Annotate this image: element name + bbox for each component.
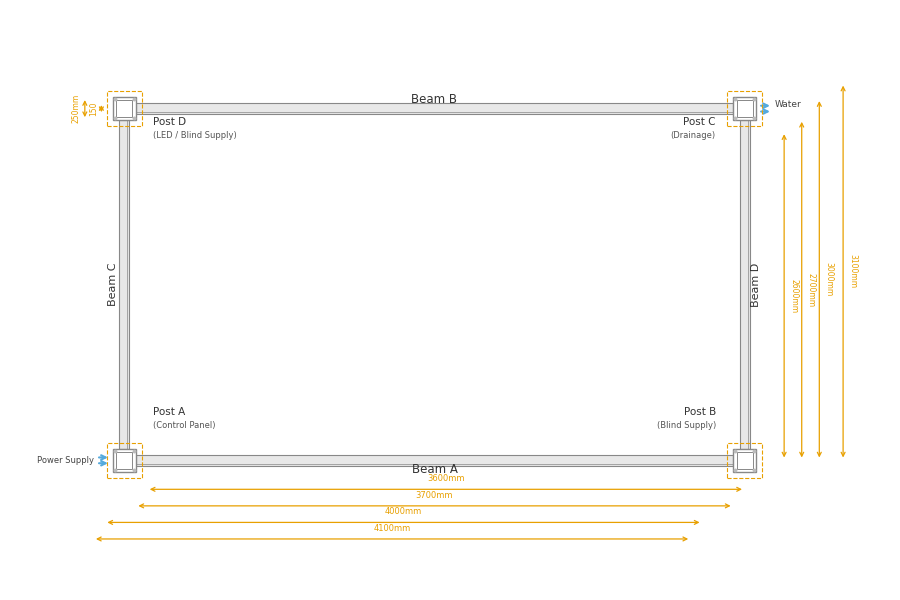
Bar xyxy=(106,91,141,126)
Text: Beam B: Beam B xyxy=(411,92,457,106)
Text: Post D: Post D xyxy=(153,117,186,127)
Bar xyxy=(734,97,756,120)
Text: 3600mm: 3600mm xyxy=(428,474,464,483)
Text: Beam D: Beam D xyxy=(752,262,761,307)
Bar xyxy=(734,449,756,472)
Text: Beam A: Beam A xyxy=(411,463,457,476)
Text: 3700mm: 3700mm xyxy=(416,491,454,500)
Bar xyxy=(736,452,753,469)
Bar xyxy=(736,100,753,117)
Bar xyxy=(740,120,750,449)
Bar xyxy=(727,443,762,478)
Bar xyxy=(136,103,733,114)
Text: 3000mm: 3000mm xyxy=(824,262,833,296)
Bar xyxy=(119,120,130,449)
Bar xyxy=(119,120,130,449)
Bar xyxy=(112,97,136,120)
Text: (Drainage): (Drainage) xyxy=(670,131,716,140)
Text: 4000mm: 4000mm xyxy=(385,507,422,516)
Text: Post A: Post A xyxy=(153,407,185,416)
Bar xyxy=(116,452,132,469)
Text: 2700mm: 2700mm xyxy=(807,272,816,307)
Bar xyxy=(136,455,733,466)
Text: 250mm: 250mm xyxy=(72,94,81,123)
Bar xyxy=(727,91,762,126)
Text: Beam C: Beam C xyxy=(108,263,118,306)
Text: 4100mm: 4100mm xyxy=(374,524,410,533)
Bar xyxy=(136,103,733,114)
Text: (LED / Blind Supply): (LED / Blind Supply) xyxy=(153,131,237,140)
Text: Post B: Post B xyxy=(684,407,716,416)
Text: Post C: Post C xyxy=(683,117,716,127)
Bar xyxy=(136,455,733,466)
Text: (Blind Supply): (Blind Supply) xyxy=(657,421,716,430)
Text: Water: Water xyxy=(775,100,802,109)
Text: Power Supply: Power Supply xyxy=(37,456,94,465)
Bar xyxy=(740,120,750,449)
Bar xyxy=(112,449,136,472)
Text: 150: 150 xyxy=(89,101,98,116)
Text: (Control Panel): (Control Panel) xyxy=(153,421,216,430)
Bar xyxy=(106,443,141,478)
Bar xyxy=(116,100,132,117)
Text: 3100mm: 3100mm xyxy=(849,254,858,289)
Text: 2600mm: 2600mm xyxy=(789,279,798,313)
